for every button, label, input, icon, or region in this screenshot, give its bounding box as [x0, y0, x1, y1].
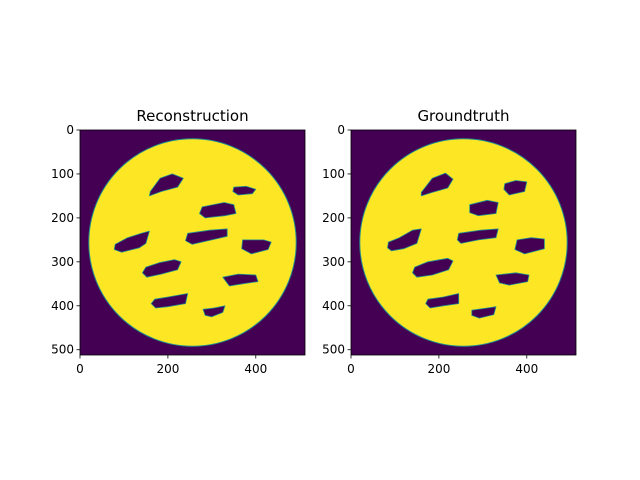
x-tick-label: 0 — [76, 362, 84, 376]
hole-4 — [456, 228, 499, 244]
hole-6 — [141, 259, 182, 278]
hole-0 — [148, 173, 184, 197]
axes-frame — [350, 129, 577, 356]
y-tick-label: 400 — [322, 299, 345, 313]
x-tick-label: 400 — [244, 362, 267, 376]
y-tick-label: 0 — [337, 123, 345, 137]
hole-3 — [113, 230, 150, 253]
hole-1 — [503, 180, 528, 196]
x-tick-label: 200 — [156, 362, 179, 376]
image-area — [80, 130, 305, 355]
panel-title: Reconstruction — [136, 107, 248, 125]
y-tick-label: 500 — [51, 343, 74, 357]
hole-9 — [202, 305, 226, 318]
hole-7 — [495, 272, 530, 286]
hole-0 — [420, 172, 454, 197]
axes-frame — [79, 129, 306, 356]
hole-3 — [387, 228, 422, 252]
y-tick-label: 300 — [51, 255, 74, 269]
y-tick-label: 0 — [66, 123, 74, 137]
y-tick-label: 400 — [51, 299, 74, 313]
y-tick-label: 300 — [322, 255, 345, 269]
hole-1 — [232, 185, 257, 196]
panel-title: Groundtruth — [417, 107, 509, 125]
hole-2 — [469, 199, 499, 217]
hole-7 — [222, 273, 259, 287]
y-tick-label: 500 — [322, 343, 345, 357]
hole-8 — [425, 293, 460, 309]
hole-5 — [514, 237, 545, 255]
panel-1: Groundtruth 0 200 400 0 100 200 300 400 500 — [322, 107, 577, 376]
hole-4 — [185, 228, 228, 245]
x-tick-label: 0 — [347, 362, 355, 376]
image-area — [351, 130, 576, 355]
hole-6 — [412, 257, 454, 278]
hole-5 — [241, 239, 272, 255]
x-tick-label: 200 — [427, 362, 450, 376]
panel-0: Reconstruction 0 200 400 0 100 200 300 400 500 — [51, 107, 306, 376]
hole-8 — [150, 293, 189, 309]
y-tick-label: 200 — [51, 211, 74, 225]
y-tick-label: 100 — [51, 167, 74, 181]
y-tick-label: 200 — [322, 211, 345, 225]
hole-2 — [199, 202, 237, 219]
x-tick-label: 400 — [515, 362, 538, 376]
hole-9 — [471, 306, 497, 319]
y-tick-label: 100 — [322, 167, 345, 181]
